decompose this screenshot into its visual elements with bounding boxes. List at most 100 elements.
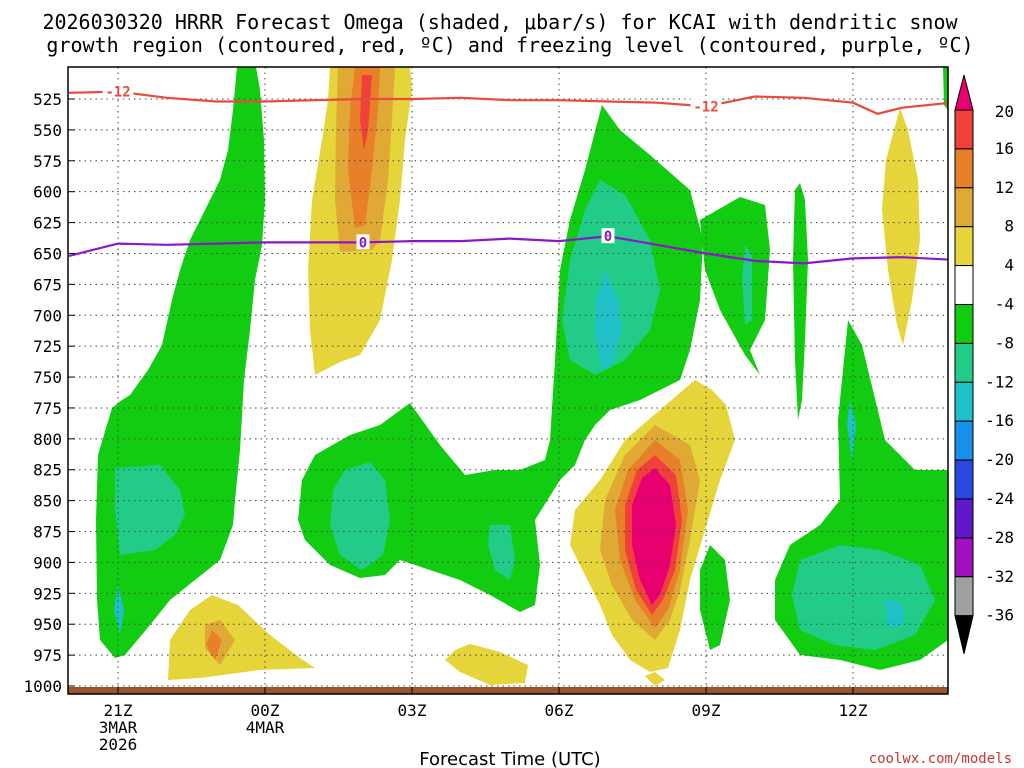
colorbar-swatch xyxy=(954,420,974,461)
omega-area-cyan xyxy=(847,400,856,460)
time-tick-label: 09Z xyxy=(692,701,721,720)
plot-frame xyxy=(67,66,949,695)
omega-area-green xyxy=(943,67,948,110)
colorbar-swatch xyxy=(954,265,974,306)
pressure-tick-label: 950 xyxy=(33,615,62,634)
freezing-level-contour-label: 0 xyxy=(359,235,367,251)
colorbar-swatch xyxy=(954,537,974,578)
colorbar-level-label: -28 xyxy=(985,528,1014,547)
dgz-contour-label-bg xyxy=(690,98,722,114)
time-tick-label: 2026 xyxy=(99,735,138,754)
omega-area-yellow xyxy=(445,644,528,685)
pressure-tick-label: 750 xyxy=(33,368,62,387)
colorbar-level-label: -12 xyxy=(985,372,1014,391)
colorbar-level-label: 12 xyxy=(995,178,1014,197)
colorbar-swatch xyxy=(954,226,974,267)
time-tick-label: 03Z xyxy=(398,701,427,720)
colorbar-level-label: 16 xyxy=(995,139,1014,158)
pressure-tick-label: 975 xyxy=(33,646,62,665)
omega-area-teal xyxy=(742,245,752,325)
colorbar-swatch xyxy=(954,381,974,422)
colorbar-level-label: -24 xyxy=(985,489,1014,508)
pressure-tick-label: 575 xyxy=(33,152,62,171)
colorbar-level-label: -4 xyxy=(995,295,1014,314)
omega-area-green xyxy=(793,183,808,420)
colorbar-level-label: -32 xyxy=(985,567,1014,586)
pressure-tick-label: 525 xyxy=(33,90,62,109)
omega-area-teal xyxy=(562,180,660,375)
omega-area-yellow xyxy=(882,108,920,345)
dgz-contour-label: -12 xyxy=(693,99,718,115)
omega-area-green xyxy=(700,545,730,650)
omega-area-teal xyxy=(330,462,390,570)
pressure-tick-label: 1000 xyxy=(23,677,62,696)
pressure-tick-label: 600 xyxy=(33,183,62,202)
time-tick-label: 00Z xyxy=(251,701,280,720)
omega-area-green xyxy=(700,197,770,375)
pressure-tick-label: 800 xyxy=(33,430,62,449)
freezing-level-contour-label: 0 xyxy=(604,229,612,245)
colorbar-bottom-arrow xyxy=(954,615,974,654)
colorbar-level-label: -16 xyxy=(985,411,1014,430)
pressure-tick-label: 550 xyxy=(33,121,62,140)
colorbar-top-arrow xyxy=(954,74,974,111)
omega-area-yellow xyxy=(645,672,665,686)
omega-area-red xyxy=(360,75,372,150)
freezing-level-contour-label-bg xyxy=(601,228,615,244)
omega-area-cyan xyxy=(595,270,622,370)
omega-colorbar: 20 16 12 8 4 -4 -8 -12 -16 -20 -24 -28 -32 -36 xyxy=(954,74,1014,654)
time-tick-label: 21Z xyxy=(104,701,133,720)
contour-lines xyxy=(68,90,948,265)
omega-area-orange xyxy=(206,630,222,660)
colorbar-level-label: -20 xyxy=(985,450,1014,469)
credit-text: coolwx.com/models xyxy=(869,751,1012,767)
pressure-tick-label: 850 xyxy=(33,492,62,511)
pressure-tick-label: 775 xyxy=(33,399,62,418)
omega-area-green xyxy=(96,67,265,658)
colorbar-swatch xyxy=(954,498,974,539)
colorbar-level-label: 20 xyxy=(995,102,1014,121)
pressure-tick-label: 875 xyxy=(33,523,62,542)
chart-title-line1: 2026030320 HRRR Forecast Omega (shaded, … xyxy=(42,10,958,34)
colorbar-swatch xyxy=(954,342,974,383)
omega-area-cyan xyxy=(114,585,124,635)
omega-area-teal xyxy=(488,525,515,580)
pressure-tick-label: 925 xyxy=(33,584,62,603)
grid-lines xyxy=(68,67,948,694)
omega-area-yellow xyxy=(168,595,315,680)
colorbar-swatch xyxy=(954,109,974,150)
chart-title-line2: growth region (contoured, red, ºC) and f… xyxy=(46,33,973,57)
time-tick-label: 4MAR xyxy=(246,718,285,737)
omega-area-teal xyxy=(115,465,185,555)
dgz-contour-label: -12 xyxy=(105,85,130,101)
x-axis-label: Forecast Time (UTC) xyxy=(419,749,600,768)
time-tick-label: 12Z xyxy=(839,701,868,720)
colorbar-swatch xyxy=(954,576,974,617)
freezing-level-contour-label-bg xyxy=(356,234,370,250)
contour-labels: -12 -12 0 0 xyxy=(102,83,722,251)
colorbar-level-label: -36 xyxy=(985,606,1014,625)
pressure-axis: 525 550 575 600 625 650 675 700 725 750 775 800 825 8… xyxy=(23,90,75,696)
colorbar-level-label: 4 xyxy=(1004,256,1014,275)
dgz-contour xyxy=(68,90,948,115)
pressure-tick-label: 825 xyxy=(33,461,62,480)
colorbar-swatch xyxy=(954,148,974,189)
ground-strip xyxy=(68,687,948,694)
time-tick-label: 3MAR xyxy=(99,718,138,737)
pressure-tick-label: 625 xyxy=(33,214,62,233)
omega-area-cyan xyxy=(885,600,904,628)
pressure-tick-label: 700 xyxy=(33,306,62,325)
colorbar-swatch xyxy=(954,304,974,344)
colorbar-swatch xyxy=(954,459,974,500)
colorbar-level-label: -8 xyxy=(995,333,1014,352)
omega-shading xyxy=(96,67,948,686)
omega-area-magenta xyxy=(632,468,676,605)
pressure-tick-label: 900 xyxy=(33,553,62,572)
colorbar-level-label: 8 xyxy=(1004,217,1014,236)
pressure-tick-label: 675 xyxy=(33,275,62,294)
freezing-level-contour xyxy=(68,235,948,265)
pressure-tick-label: 725 xyxy=(33,337,62,356)
colorbar-swatch xyxy=(954,187,974,228)
